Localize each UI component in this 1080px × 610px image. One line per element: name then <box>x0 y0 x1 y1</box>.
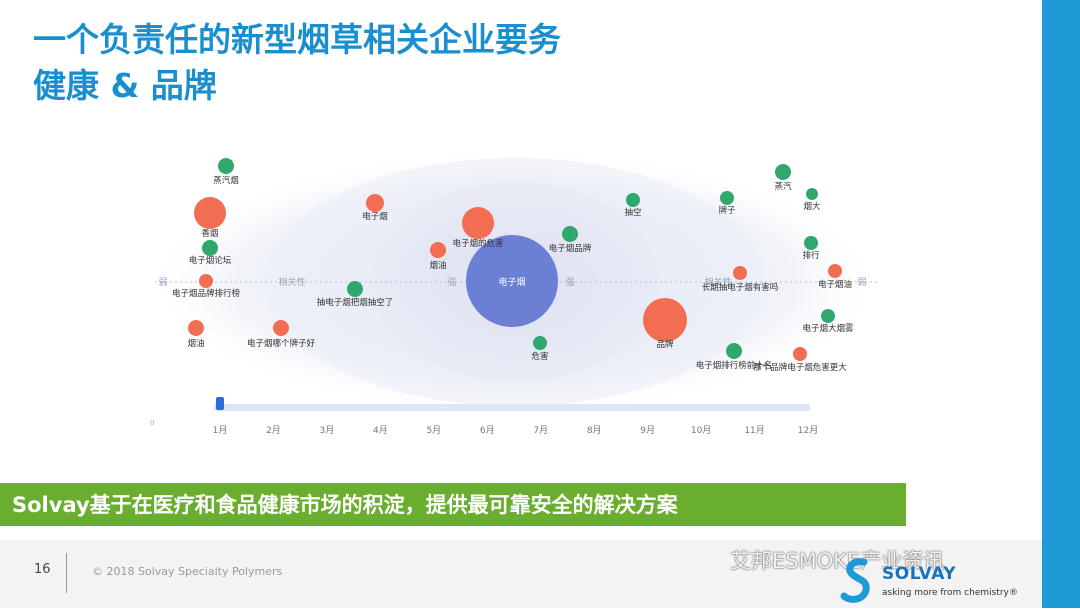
logo-wordmark: SOLVAY <box>882 564 957 584</box>
logo-tagline: asking more from chemistry® <box>882 588 1018 598</box>
keyword-node <box>273 320 289 336</box>
keyword-node-label: 电子烟品牌 <box>549 243 592 254</box>
keyword-node-label: 烟油 <box>187 338 204 349</box>
timeline-month-label: 11月 <box>744 425 764 436</box>
timeline-month-label: 9月 <box>640 425 655 436</box>
timeline-track <box>214 404 810 411</box>
timeline-month-label: 2月 <box>266 425 281 436</box>
right-accent-bar <box>1042 0 1080 608</box>
slide-subtitle: 健康 & 品牌 <box>33 66 217 105</box>
keyword-node-label: 电子烟大烟雾 <box>802 323 854 334</box>
timeline-month-label: 4月 <box>373 425 388 436</box>
keyword-node-label: 那个品牌电子烟危害更大 <box>753 362 847 373</box>
keyword-node <box>366 194 384 212</box>
ring-label: 相关性 <box>704 276 731 288</box>
keyword-node <box>533 336 547 350</box>
footer <box>0 540 1042 608</box>
solvay-logo: SOLVAY asking more from chemistry® <box>838 556 1038 606</box>
keyword-node-label: 烟大 <box>803 201 821 212</box>
keyword-node-label: 香烟 <box>201 228 218 239</box>
page-number: 16 <box>34 562 51 577</box>
keyword-node-label: 抽空 <box>624 207 641 218</box>
keyword-node <box>821 309 835 323</box>
timeline-month-label: 6月 <box>480 425 495 436</box>
keyword-node <box>188 320 204 336</box>
slide-title: 一个负责任的新型烟草相关企业要务 <box>33 20 561 59</box>
keyword-bubble-chart: 弱相关性强强相关性弱 电子烟蒸汽烟香烟电子烟论坛电子烟品牌排行榜烟油 电子烟哪个牌… <box>145 150 885 436</box>
center-node-bubble <box>466 235 558 327</box>
keyword-node-label: 抽电子烟把烟抽空了 <box>317 297 394 308</box>
keyword-node-label: 电子烟的危害 <box>452 238 503 249</box>
keyword-node-label: 烟油 <box>429 260 446 271</box>
keyword-node-label: 蒸汽 <box>774 181 792 192</box>
timeline-month-label: 1月 <box>213 425 228 436</box>
keyword-node <box>793 347 807 361</box>
keyword-node <box>626 193 640 207</box>
keyword-node-label: 电子烟油 <box>818 279 852 290</box>
timeline-origin-label: 0 <box>150 419 154 427</box>
copyright-text: © 2018 Solvay Specialty Polymers <box>92 565 283 578</box>
keyword-node <box>194 197 226 229</box>
keyword-node-label: 电子烟论坛 <box>189 255 232 266</box>
timeline-handle <box>216 397 224 410</box>
keyword-node <box>733 266 747 280</box>
keyword-node-label: 电子烟品牌排行榜 <box>172 288 241 299</box>
keyword-node <box>828 264 842 278</box>
timeline-month-label: 10月 <box>691 425 711 436</box>
timeline-month-label: 7月 <box>533 425 548 436</box>
timeline-month-label: 5月 <box>426 425 441 436</box>
keyword-node <box>430 242 446 258</box>
center-node-label: 电子烟 <box>498 276 525 288</box>
banner-text: Solvay基于在医疗和食品健康市场的积淀，提供最可靠安全的解决方案 <box>12 493 678 517</box>
keyword-node-label: 电子烟 <box>362 211 388 222</box>
timeline-month-label: 12月 <box>798 425 818 436</box>
keyword-node <box>218 158 234 174</box>
keyword-node-label: 电子烟哪个牌子好 <box>247 338 316 349</box>
ring-label: 强 <box>565 277 574 288</box>
keyword-node <box>643 298 687 342</box>
keyword-node <box>347 281 363 297</box>
keyword-node-label: 蒸汽烟 <box>213 175 239 186</box>
keyword-node <box>726 343 742 359</box>
solvay-logo-icon <box>840 558 870 603</box>
keyword-node-label: 长期抽电子烟有害吗 <box>702 282 779 293</box>
keyword-node-label: 品牌 <box>656 339 674 350</box>
watermark: 艾邦ESMOKE产业资讯 <box>730 549 945 573</box>
solvay-banner: Solvay基于在医疗和食品健康市场的积淀，提供最可靠安全的解决方案 <box>0 483 906 526</box>
keyword-node <box>720 191 734 205</box>
keyword-node <box>199 274 213 288</box>
keyword-node-label: 排行 <box>802 250 820 261</box>
ring-label: 强 <box>447 277 456 288</box>
footer-divider <box>66 553 67 593</box>
keyword-node <box>562 226 578 242</box>
keyword-node-label: 牌子 <box>718 205 736 216</box>
keyword-node <box>462 207 494 239</box>
keyword-node-label: 危害 <box>531 351 548 362</box>
keyword-node <box>202 240 218 256</box>
ring-label: 相关性 <box>278 276 305 288</box>
timeline-month-label: 3月 <box>320 425 335 436</box>
ring-label: 弱 <box>158 277 167 288</box>
keyword-node-label: 电子烟排行榜前十名 <box>696 360 773 371</box>
keyword-node <box>804 236 818 250</box>
ring-label: 弱 <box>857 277 866 288</box>
keyword-node <box>806 188 818 200</box>
timeline-month-label: 8月 <box>587 425 602 436</box>
keyword-node <box>775 164 791 180</box>
